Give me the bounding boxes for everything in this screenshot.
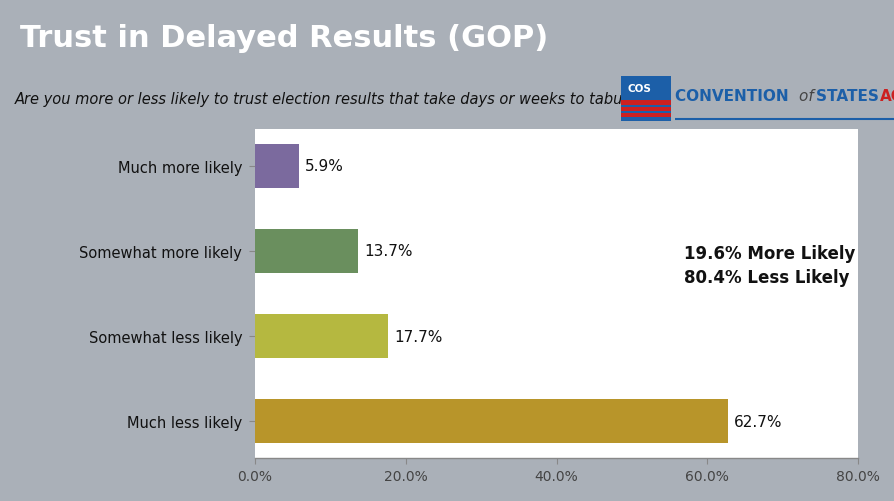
Text: STATES: STATES [816,89,884,104]
Text: ACTION: ACTION [881,89,894,104]
Text: 62.7%: 62.7% [734,414,782,429]
Bar [621,101,670,106]
Text: of: of [799,89,819,104]
Bar [255,399,728,443]
Text: 19.6% More Likely
80.4% Less Likely: 19.6% More Likely 80.4% Less Likely [684,244,856,286]
Text: 5.9%: 5.9% [306,159,344,174]
Bar [255,144,299,188]
Bar [621,114,670,118]
Bar [255,314,388,358]
Text: CONVENTION: CONVENTION [675,89,794,104]
Text: COS: COS [628,84,651,94]
Bar [255,229,358,274]
Text: Trust in Delayed Results (GOP): Trust in Delayed Results (GOP) [20,24,548,53]
Text: 13.7%: 13.7% [364,244,413,259]
Text: 17.7%: 17.7% [394,329,443,344]
Bar [621,107,670,112]
Text: Are you more or less likely to trust election results that take days or weeks to: Are you more or less likely to trust ele… [14,92,658,107]
